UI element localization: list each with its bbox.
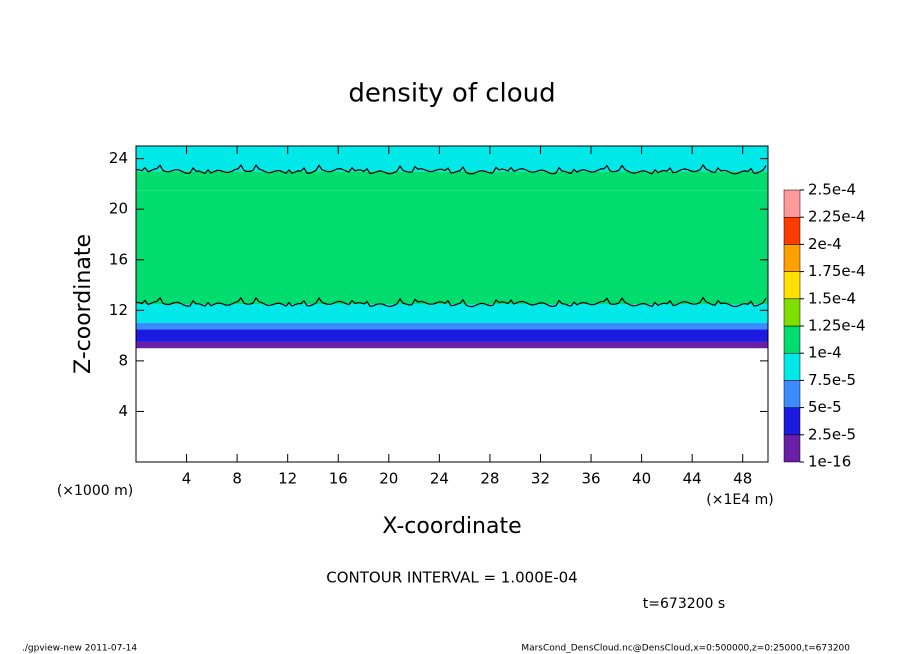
y-unit: (×1000 m) bbox=[57, 483, 133, 499]
colorbar-swatch bbox=[783, 407, 801, 436]
time-label: t=673200 s bbox=[643, 596, 725, 612]
y-tick-label: 24 bbox=[109, 149, 128, 167]
heat-cell bbox=[136, 304, 768, 323]
y-axis-label: Z-coordinate bbox=[71, 234, 96, 374]
y-tick-label: 16 bbox=[109, 250, 128, 268]
colorbar-swatch bbox=[783, 380, 801, 408]
x-tick-label: 36 bbox=[581, 470, 600, 488]
x-tick-label: 44 bbox=[683, 470, 702, 488]
y-tick-label: 8 bbox=[118, 351, 128, 369]
plot-frame bbox=[135, 145, 769, 463]
colorbar-label: 1e-16 bbox=[808, 453, 851, 471]
colorbar-label: 2.5e-5 bbox=[808, 425, 856, 443]
colorbar-swatch bbox=[783, 216, 801, 245]
colorbar-label: 1.25e-4 bbox=[808, 317, 866, 335]
colorbar-label: 1e-4 bbox=[808, 344, 842, 362]
heat-cell bbox=[136, 322, 768, 330]
colorbar-label: 2e-4 bbox=[808, 235, 842, 253]
x-unit: (×1E4 m) bbox=[706, 492, 773, 508]
x-tick-label: 24 bbox=[430, 470, 449, 488]
x-tick-label: 16 bbox=[329, 470, 348, 488]
contour-line bbox=[135, 163, 767, 175]
footer-left: ./gpview-new 2011-07-14 bbox=[22, 644, 137, 654]
heat-cell bbox=[136, 146, 768, 172]
x-tick-label: 12 bbox=[278, 470, 297, 488]
x-tick-label: 28 bbox=[480, 470, 499, 488]
x-tick-label: 8 bbox=[232, 470, 242, 488]
colorbar-label: 5e-5 bbox=[808, 398, 842, 416]
heat-cell bbox=[136, 190, 768, 304]
colorbar-label: 2.25e-4 bbox=[808, 208, 866, 226]
x-tick-label: 48 bbox=[733, 470, 752, 488]
x-tick-label: 20 bbox=[379, 470, 398, 488]
x-tick-label: 4 bbox=[182, 470, 192, 488]
y-tick-label: 20 bbox=[109, 200, 128, 218]
heat-cell bbox=[136, 329, 768, 342]
y-tick-label: 12 bbox=[109, 301, 128, 319]
x-axis-label: X-coordinate bbox=[382, 514, 521, 539]
contour-interval: CONTOUR INTERVAL = 1.000E-04 bbox=[326, 569, 577, 587]
colorbar-swatch bbox=[783, 244, 801, 272]
colorbar-swatch bbox=[783, 325, 801, 354]
x-tick-label: 40 bbox=[632, 470, 651, 488]
colorbar-swatch bbox=[783, 189, 801, 218]
y-tick-label: 4 bbox=[118, 402, 128, 420]
chart-title: density of cloud bbox=[348, 79, 555, 109]
colorbar-swatch bbox=[783, 298, 801, 327]
colorbar-swatch bbox=[783, 352, 801, 381]
colorbar-label: 2.5e-4 bbox=[808, 181, 856, 199]
heat-cell bbox=[136, 171, 768, 191]
footer-right: MarsCond_DensCloud.nc@DensCloud,x=0:5000… bbox=[521, 644, 850, 654]
x-tick-label: 32 bbox=[531, 470, 550, 488]
colorbar-label: 7.5e-5 bbox=[808, 371, 856, 389]
colorbar-label: 1.5e-4 bbox=[808, 289, 856, 307]
colorbar-swatch bbox=[783, 434, 801, 463]
colorbar-swatch bbox=[783, 271, 801, 300]
heat-cell bbox=[136, 341, 768, 349]
contour-line bbox=[135, 296, 767, 308]
colorbar-label: 1.75e-4 bbox=[808, 262, 866, 280]
